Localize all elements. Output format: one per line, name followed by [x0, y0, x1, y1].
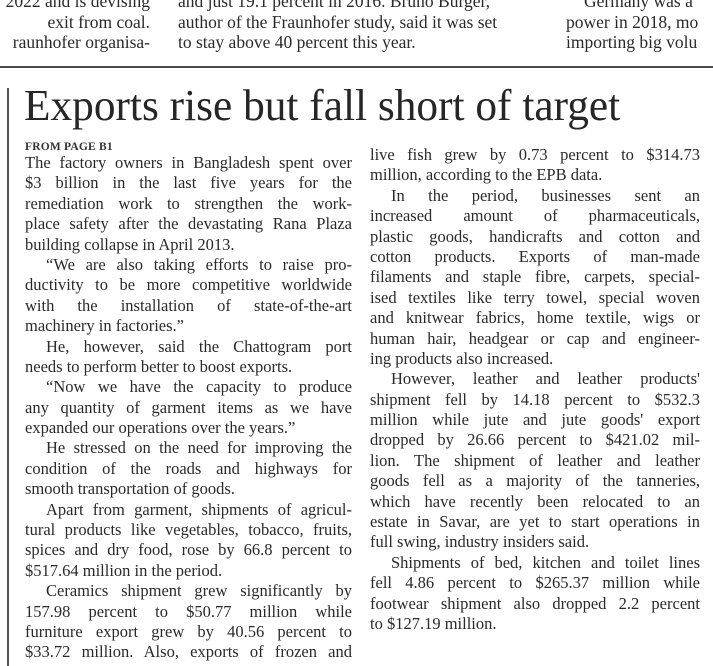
text-line: human hair, headgear or cap and engineer…	[370, 328, 700, 348]
text-line: which have recently been relocated to an	[370, 491, 700, 511]
text-line: cotton products. Exports of man-made	[370, 246, 700, 266]
text-line: shipment fell by 14.18 percent to $532.3	[370, 389, 700, 409]
text-line: fell 4.86 percent to $265.37 million whi…	[370, 573, 700, 593]
headline: Exports rise but fall short of target	[24, 81, 621, 130]
text-line: remediation work to strengthen the work-	[25, 193, 352, 213]
text-line: spices and dry food, rose by 66.8 percen…	[25, 540, 352, 560]
text-line: ductivity to be more competitive worldwi…	[25, 275, 352, 295]
article-column-1: The factory owners in Bangladesh spent o…	[25, 153, 352, 663]
text-line: $517.64 million in the period.	[25, 560, 223, 580]
paragraph: However, leather and leather products' sh…	[370, 369, 700, 553]
text-line: Shipments of bed, kitchen and toilet lin…	[391, 552, 700, 572]
paragraph: Shipments of bed, kitchen and toilet lin…	[370, 553, 700, 635]
text-line: Ceramics shipment grew significantly by	[46, 581, 352, 601]
text-line: filaments and staple fibre, carpets, spe…	[370, 267, 700, 287]
text-line: estate in Savar, are yet to start operat…	[370, 512, 700, 532]
text-line: goods fell as a majority of the tannerie…	[370, 471, 700, 491]
previous-article-column-3: Germany was a power in 2018, mo importing …	[566, 0, 713, 53]
text-line: dropped by 26.66 percent to $421.02 mil-	[370, 430, 700, 450]
text-line: machinery in factories.”	[25, 316, 184, 336]
paragraph: “We are also taking efforts to raise pro…	[25, 255, 352, 337]
text-line: plastic goods, handicrafts and cotton an…	[370, 226, 700, 246]
paragraph: Apart from garment, shipments of agricul…	[25, 500, 352, 582]
text-line: $3 billion in the last five years for th…	[25, 173, 352, 193]
previous-article-line: exit from coal.	[47, 11, 150, 32]
text-line: million, according to the EPB data.	[370, 165, 603, 185]
paragraph: The factory owners in Bangladesh spent o…	[25, 153, 352, 255]
text-line: lion. The shipment of leather and leathe…	[370, 450, 700, 470]
text-line: ised textiles like terry towel, special …	[370, 287, 700, 307]
text-line: He, however, said the Chattogram port	[46, 336, 352, 356]
article-column-2: live fish grew by 0.73 percent to $314.7…	[370, 145, 700, 634]
previous-article-line: to stay above 40 percent this year.	[178, 32, 416, 52]
paragraph: He, however, said the Chattogram port nee…	[25, 337, 352, 378]
text-line: any quantity of garment items as we have	[25, 397, 352, 417]
text-line: live fish grew by 0.73 percent to $314.7…	[370, 145, 700, 164]
text-line: $33.72 million. Also, exports of frozen …	[25, 642, 352, 662]
text-line: “Now we have the capacity to produce	[46, 377, 352, 397]
previous-article-line: raunhofer organisa-	[12, 32, 150, 52]
text-line: smooth transportation of goods.	[25, 479, 235, 499]
text-line: to $127.19 million.	[370, 613, 497, 633]
previous-article-line: and just 19.1 percent in 2016. Bruno Bur…	[178, 0, 490, 11]
section-divider	[0, 66, 713, 68]
text-line: needs to perform better to boost exports…	[25, 356, 293, 376]
text-line: full swing, industry insiders said.	[370, 532, 590, 552]
text-line: furniture export grew by 40.56 percent t…	[25, 621, 352, 641]
text-line: place safety after the devastating Rana …	[25, 214, 352, 234]
text-line: building collapse in April 2013.	[25, 234, 235, 254]
text-line: million while jute and jute goods' expor…	[370, 410, 700, 430]
text-line: tural products like vegetables, tobacco,…	[25, 520, 352, 540]
text-line: However, leather and leather products'	[391, 369, 700, 389]
text-line: increased amount of pharmaceuticals,	[370, 206, 700, 226]
column-rule	[7, 88, 9, 666]
previous-article-line: importing big volu	[566, 32, 698, 52]
text-line: condition of the roads and highways for	[25, 458, 352, 478]
text-line: In the period, businesses sent an	[391, 185, 700, 205]
kicker-from-page: FROM PAGE B1	[25, 141, 113, 153]
paragraph: “Now we have the capacity to produce any …	[25, 377, 352, 438]
paragraph: He stressed on the need for improving th…	[25, 438, 352, 499]
text-line: Apart from garment, shipments of agricul…	[46, 499, 352, 519]
previous-article-line: power in 2018, mo	[566, 11, 699, 32]
paragraph: live fish grew by 0.73 percent to $314.7…	[370, 145, 700, 186]
previous-article-column-1: 2022 and is devising exit from coal. raunh…	[0, 0, 150, 53]
text-line: expanded our operations over the years.”	[25, 418, 296, 438]
text-line: and knitwear fabrics, home textile, wigs…	[370, 308, 700, 328]
previous-article-column-2: and just 19.1 percent in 2016. Bruno Bur…	[178, 0, 533, 53]
previous-article-line: 2022 and is devising	[5, 0, 150, 11]
text-line: footwear shipment also dropped 2.2 perce…	[370, 593, 700, 613]
previous-article-line: Germany was a	[584, 0, 693, 11]
paragraph: Ceramics shipment grew significantly by 1…	[25, 581, 352, 663]
text-line: He stressed on the need for improving th…	[46, 438, 352, 458]
text-line: “We are also taking efforts to raise pro…	[46, 254, 352, 274]
paragraph: In the period, businesses sent an increas…	[370, 186, 700, 370]
text-line: with the installation of state-of-the-ar…	[25, 295, 352, 315]
text-line: 157.98 percent to $50.77 million while	[25, 601, 352, 621]
previous-article-line: author of the Fraunhofer study, said it …	[178, 11, 498, 32]
text-line: ing products also increased.	[370, 348, 554, 368]
text-line: The factory owners in Bangladesh spent o…	[25, 153, 352, 172]
